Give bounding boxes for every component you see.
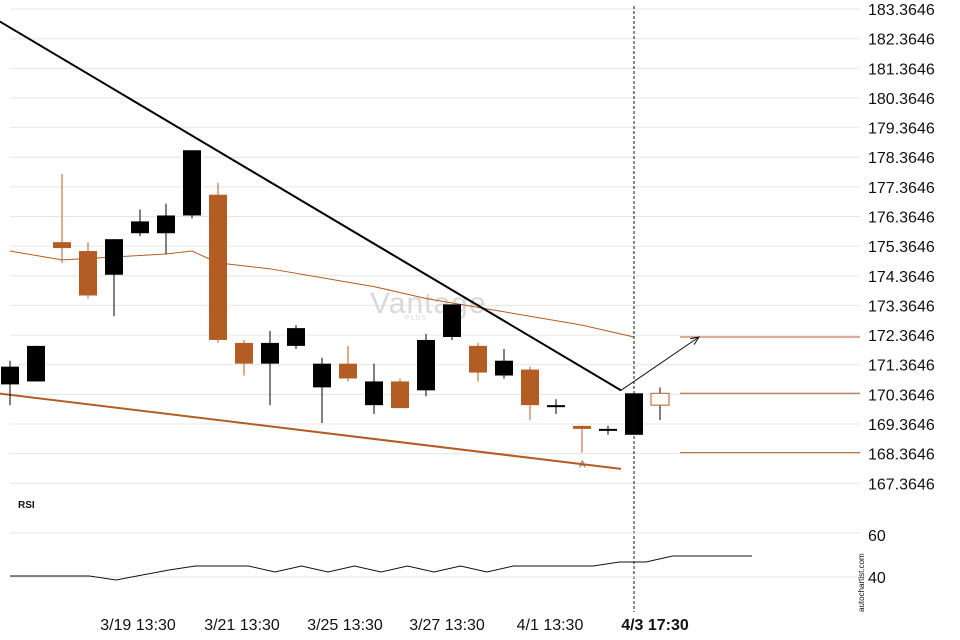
candle xyxy=(599,425,617,435)
y-tick-label: 179.3646 xyxy=(868,121,935,138)
candle xyxy=(339,345,357,382)
candle xyxy=(261,331,279,406)
candle xyxy=(495,348,513,379)
candle-body xyxy=(1,366,19,385)
candle-body xyxy=(443,304,461,337)
rsi-tick-label: 40 xyxy=(868,570,886,587)
candle xyxy=(235,339,253,376)
x-tick-label: 3/27 13:30 xyxy=(409,617,485,634)
candle-body xyxy=(573,425,591,429)
candle-body xyxy=(105,239,123,275)
candle xyxy=(573,425,591,453)
candle xyxy=(157,203,175,254)
candle-body xyxy=(131,221,149,234)
y-tick-label: 180.3646 xyxy=(868,91,935,108)
rsi-panel: RSI 60 40 xyxy=(10,500,886,587)
y-tick-label: 178.3646 xyxy=(868,150,935,167)
y-tick-label: 173.3646 xyxy=(868,298,935,315)
candle-body xyxy=(209,194,227,340)
projection-arrow-head xyxy=(690,336,701,345)
grid-lines xyxy=(10,8,860,484)
candle-body xyxy=(391,381,409,409)
x-tick-label: 4/3 17:30 xyxy=(621,617,689,634)
autochartist-credit: autochartist.com xyxy=(857,553,866,612)
x-tick-label: 4/1 13:30 xyxy=(517,617,584,634)
candle-body xyxy=(521,369,539,406)
y-tick-label: 169.3646 xyxy=(868,417,935,434)
candle xyxy=(547,399,565,415)
vantage-watermark: Vantage PLUS xyxy=(370,287,487,322)
candle-body xyxy=(183,150,201,216)
candle-body xyxy=(417,339,435,391)
y-tick-label: 176.3646 xyxy=(868,210,935,227)
y-tick-label: 174.3646 xyxy=(868,269,935,286)
candle-body xyxy=(625,393,643,435)
candle-body xyxy=(495,360,513,376)
y-tick-label: 183.3646 xyxy=(868,2,935,19)
candles: A xyxy=(1,6,670,612)
candle xyxy=(469,342,487,382)
candle-body xyxy=(235,342,253,364)
watermark-subtext: PLUS xyxy=(405,315,427,322)
x-tick-label: 3/25 13:30 xyxy=(307,617,383,634)
candle-body xyxy=(79,251,97,296)
candle-body xyxy=(599,428,617,431)
candle xyxy=(313,357,331,423)
candle xyxy=(209,182,227,343)
y-tick-label: 170.3646 xyxy=(868,387,935,404)
y-tick-label: 182.3646 xyxy=(868,32,935,49)
candle xyxy=(183,150,201,219)
x-tick-label: 3/19 13:30 xyxy=(100,617,176,634)
candle-body xyxy=(313,363,331,388)
candle-body xyxy=(53,242,71,249)
trend-lines xyxy=(0,20,701,470)
candle xyxy=(1,360,19,406)
watermark-text: Vantage xyxy=(370,287,487,320)
y-tick-label: 171.3646 xyxy=(868,358,935,375)
candle xyxy=(105,239,123,317)
rsi-tick-label: 60 xyxy=(868,528,886,545)
candle-body xyxy=(365,381,383,406)
pattern-marker: A xyxy=(579,460,586,471)
x-tick-label: 3/21 13:30 xyxy=(204,617,280,634)
moving-average-line xyxy=(9,250,635,338)
y-axis: 183.3646 182.3646 181.3646 180.3646 179.3646… xyxy=(868,2,935,493)
candle-body xyxy=(547,405,565,408)
y-tick-label: 175.3646 xyxy=(868,239,935,256)
y-tick-label: 177.3646 xyxy=(868,180,935,197)
candle xyxy=(287,325,305,349)
y-tick-label: 168.3646 xyxy=(868,447,935,464)
price-levels xyxy=(680,336,860,454)
candle xyxy=(521,366,539,420)
candle xyxy=(650,387,670,420)
y-tick-label: 181.3646 xyxy=(868,61,935,78)
candle xyxy=(53,173,71,263)
moving-average xyxy=(9,250,635,338)
candle xyxy=(443,304,461,340)
x-axis: 3/19 13:30 3/21 13:30 3/25 13:30 3/27 13:30… xyxy=(100,617,689,634)
rsi-line xyxy=(10,555,752,581)
resistance-trend-line xyxy=(0,20,622,392)
candle xyxy=(131,209,149,237)
support-trend-line xyxy=(0,392,622,470)
candle-body-forecast xyxy=(650,392,670,406)
candle-body xyxy=(157,215,175,234)
candle-body xyxy=(469,345,487,373)
projection-arrow-line xyxy=(620,336,700,391)
candle xyxy=(79,242,97,299)
candle-body xyxy=(339,363,357,379)
candle xyxy=(365,363,383,415)
candle-body xyxy=(261,342,279,364)
candle xyxy=(391,378,409,409)
y-tick-label: 172.3646 xyxy=(868,328,935,345)
candle-body xyxy=(287,328,305,346)
y-tick-label: 167.3646 xyxy=(868,476,935,493)
candle-body xyxy=(27,345,45,382)
candle xyxy=(27,345,45,382)
rsi-label: RSI xyxy=(18,500,35,511)
candle xyxy=(417,334,435,397)
